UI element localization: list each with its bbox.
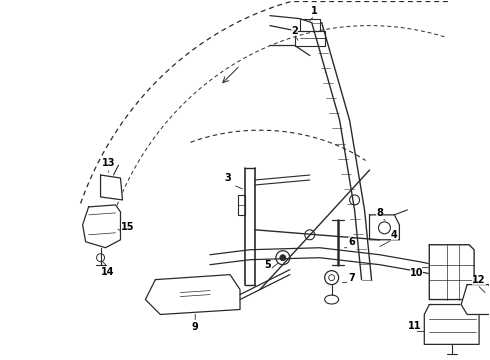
Text: 2: 2	[292, 26, 298, 36]
Circle shape	[469, 293, 481, 306]
Circle shape	[444, 264, 460, 280]
Text: 9: 9	[192, 323, 198, 332]
Text: 8: 8	[376, 208, 383, 218]
Polygon shape	[461, 285, 490, 315]
Text: 7: 7	[348, 273, 355, 283]
Polygon shape	[100, 175, 122, 200]
Text: 15: 15	[121, 222, 134, 232]
Polygon shape	[429, 245, 474, 300]
Text: 10: 10	[410, 267, 423, 278]
Text: 13: 13	[102, 158, 115, 168]
Circle shape	[98, 222, 103, 228]
Circle shape	[480, 294, 490, 305]
Text: 12: 12	[472, 275, 486, 285]
Circle shape	[93, 217, 108, 233]
Circle shape	[280, 255, 286, 261]
Circle shape	[349, 195, 360, 205]
Circle shape	[305, 230, 315, 240]
Text: 5: 5	[265, 260, 271, 270]
Circle shape	[325, 271, 339, 285]
Circle shape	[378, 222, 391, 234]
Polygon shape	[146, 275, 240, 315]
Circle shape	[160, 285, 180, 305]
Text: 4: 4	[391, 230, 398, 240]
Text: 3: 3	[225, 173, 231, 183]
Circle shape	[104, 182, 117, 194]
Ellipse shape	[325, 295, 339, 304]
Text: 11: 11	[408, 321, 421, 332]
Circle shape	[97, 254, 104, 262]
Circle shape	[210, 282, 230, 302]
Text: 6: 6	[348, 237, 355, 247]
Text: 1: 1	[311, 6, 318, 15]
Circle shape	[329, 275, 335, 280]
Polygon shape	[83, 205, 121, 248]
Text: 14: 14	[101, 267, 114, 276]
Circle shape	[444, 319, 460, 334]
Polygon shape	[424, 305, 479, 345]
Circle shape	[276, 251, 290, 265]
